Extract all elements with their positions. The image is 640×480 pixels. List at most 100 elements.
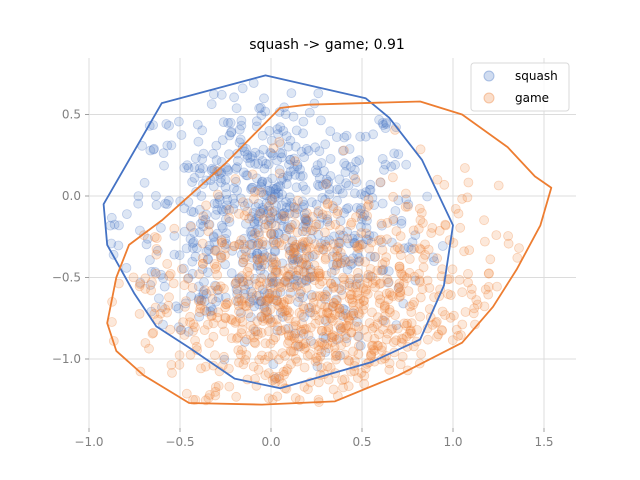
point-game	[386, 324, 397, 335]
point-squash	[191, 186, 202, 197]
point-squash	[227, 245, 238, 256]
point-game	[366, 340, 377, 351]
point-game	[345, 220, 356, 230]
point-game	[426, 228, 437, 238]
point-squash	[301, 215, 312, 226]
point-game	[286, 346, 297, 357]
point-game	[379, 303, 390, 314]
point-squash	[305, 307, 316, 318]
point-squash	[253, 185, 263, 196]
point-game	[233, 300, 244, 311]
point-squash	[335, 238, 346, 249]
point-game	[309, 260, 320, 271]
point-game	[323, 324, 334, 335]
point-squash	[216, 89, 227, 100]
point-squash	[297, 240, 308, 251]
point-squash	[273, 188, 284, 198]
point-squash	[330, 277, 341, 288]
point-game	[339, 374, 350, 385]
point-game	[185, 349, 196, 360]
point-game	[343, 321, 354, 332]
point-game	[210, 263, 221, 274]
point-squash	[331, 132, 342, 143]
point-game	[292, 280, 303, 290]
point-game	[279, 233, 290, 244]
y-tick-label: −0.5	[52, 271, 81, 285]
point-squash	[214, 192, 224, 202]
point-game	[317, 276, 328, 287]
point-game	[340, 308, 351, 319]
point-squash	[298, 328, 309, 339]
point-game	[367, 271, 378, 282]
point-game	[269, 371, 280, 382]
point-squash	[232, 148, 243, 159]
point-game	[337, 375, 348, 386]
point-squash	[343, 180, 354, 191]
point-game	[181, 388, 192, 399]
point-squash	[234, 274, 244, 285]
point-game	[381, 252, 392, 263]
point-game	[256, 350, 267, 361]
point-squash	[336, 258, 347, 268]
point-game	[242, 206, 253, 217]
point-game	[331, 259, 342, 270]
point-squash	[389, 148, 400, 159]
point-squash	[338, 230, 349, 241]
point-squash	[201, 209, 212, 220]
point-squash	[306, 197, 317, 208]
point-squash	[214, 194, 225, 205]
point-squash	[285, 166, 296, 177]
point-game	[352, 287, 363, 298]
point-game	[150, 302, 161, 313]
point-game	[348, 310, 359, 321]
point-squash	[348, 253, 358, 264]
point-squash	[378, 264, 389, 275]
point-game	[455, 222, 466, 233]
point-squash	[290, 169, 301, 180]
point-squash	[266, 218, 277, 229]
point-squash	[212, 228, 223, 239]
point-squash	[355, 221, 366, 232]
point-squash	[211, 140, 222, 151]
point-squash	[251, 251, 262, 261]
y-tick-label: 0.5	[62, 108, 81, 122]
point-game	[332, 208, 343, 219]
point-game	[384, 358, 395, 369]
point-game	[236, 295, 247, 306]
point-squash	[242, 170, 253, 181]
point-game	[224, 381, 235, 392]
point-game	[140, 338, 151, 348]
point-squash	[247, 226, 257, 237]
point-game	[309, 239, 320, 250]
point-squash	[209, 198, 220, 209]
point-game	[305, 349, 316, 360]
point-squash	[242, 198, 253, 209]
point-squash	[365, 251, 376, 262]
point-squash	[267, 257, 278, 268]
point-squash	[349, 237, 360, 248]
point-squash	[255, 296, 266, 307]
point-squash	[301, 276, 312, 287]
point-game	[309, 249, 320, 260]
point-game	[231, 391, 242, 402]
point-game	[316, 299, 327, 310]
point-game	[436, 324, 447, 335]
point-squash	[211, 155, 222, 166]
point-game	[297, 318, 308, 329]
point-game	[338, 145, 349, 156]
point-game	[406, 318, 417, 329]
point-game	[359, 295, 370, 306]
point-squash	[212, 204, 223, 215]
point-game	[376, 218, 387, 229]
point-game	[253, 239, 264, 250]
point-squash	[299, 213, 310, 223]
point-game	[363, 199, 374, 210]
point-game	[339, 274, 350, 285]
point-game	[220, 302, 231, 313]
point-squash	[162, 199, 173, 210]
point-game	[241, 334, 252, 345]
point-squash	[281, 202, 292, 213]
point-squash	[139, 177, 150, 188]
point-game	[406, 328, 417, 339]
point-game	[479, 236, 490, 247]
